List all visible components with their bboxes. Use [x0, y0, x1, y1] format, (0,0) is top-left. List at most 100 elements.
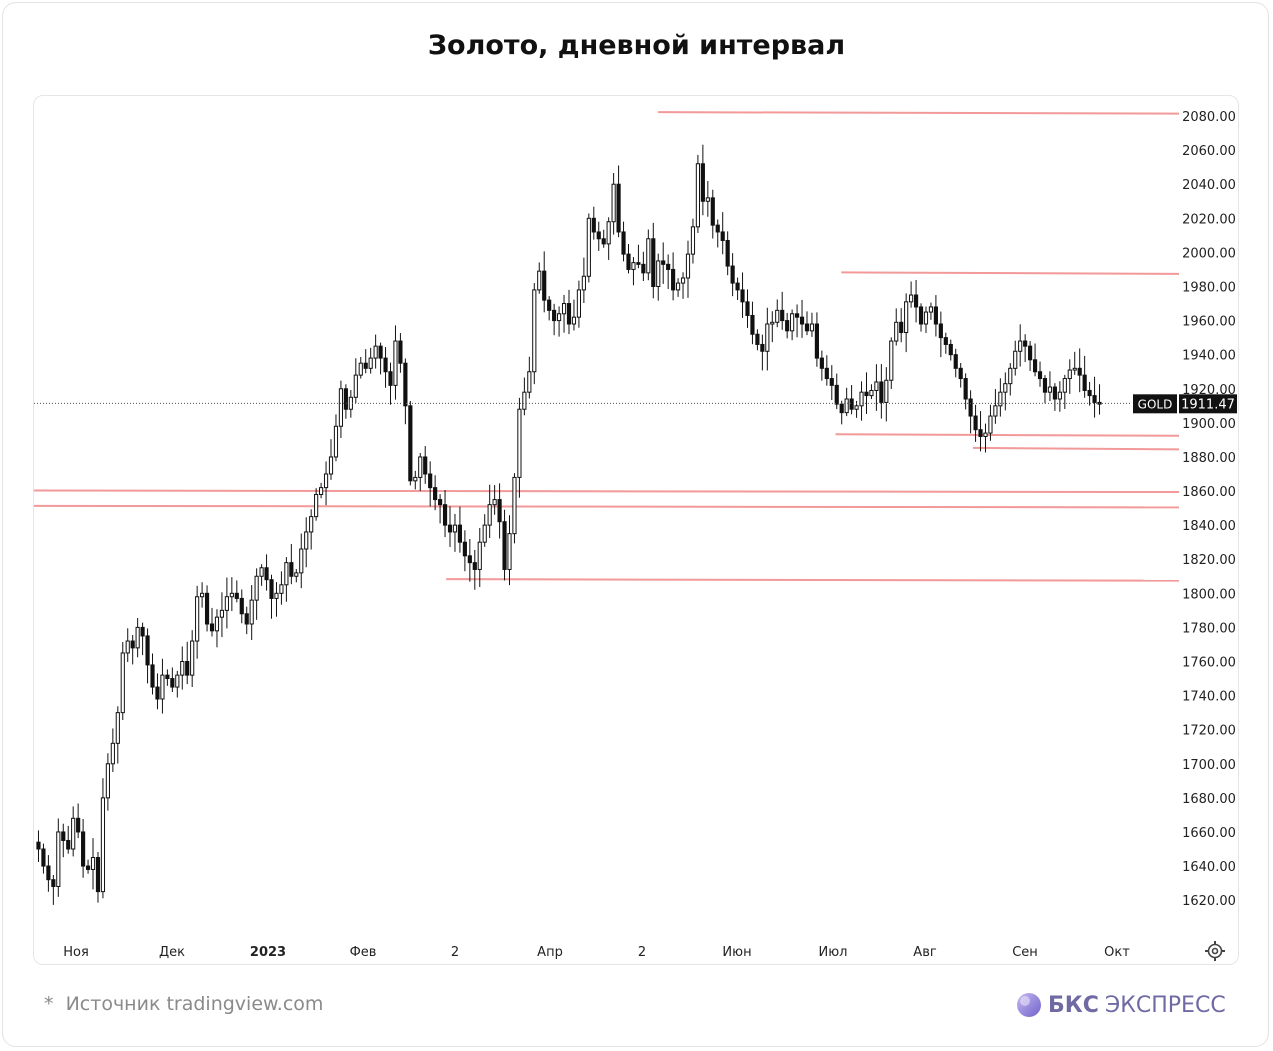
candle-body: [571, 316, 577, 325]
candle-body: [844, 398, 849, 414]
candle-body: [790, 313, 795, 332]
candle-body: [710, 197, 715, 226]
candle-body: [323, 473, 329, 489]
candle-body: [1008, 367, 1013, 385]
candle-body: [1077, 367, 1082, 376]
candle-body: [81, 831, 86, 867]
candle-body: [522, 391, 527, 410]
candle-body: [403, 362, 408, 407]
candle-body: [1018, 340, 1023, 352]
candle-body: [1052, 386, 1057, 400]
candle-body: [160, 674, 165, 700]
candle-body: [765, 323, 770, 352]
candle-body: [909, 294, 914, 303]
candle-body: [1057, 391, 1062, 400]
candle-body: [819, 357, 824, 369]
brand-logo: БКС ЭКСПРЕСС: [1016, 989, 1226, 1021]
candle-body: [799, 316, 805, 325]
candle-body: [988, 415, 993, 434]
y-tick-label: 1720.00: [1182, 724, 1236, 739]
candle-body: [234, 592, 239, 599]
bks-logo-icon: [1017, 993, 1041, 1017]
x-tick-label: 2: [451, 945, 459, 960]
y-tick-label: 1780.00: [1182, 621, 1236, 636]
candle-body: [770, 321, 775, 325]
y-tick-label: 1940.00: [1182, 349, 1236, 364]
y-tick-label: 1760.00: [1182, 656, 1236, 671]
level-line: [34, 504, 1180, 509]
candle-body: [978, 429, 983, 438]
candle-body: [229, 592, 234, 598]
candle-body: [715, 224, 720, 233]
candle-body: [596, 231, 601, 240]
candle-body: [195, 596, 200, 642]
x-tick-label: Окт: [1104, 945, 1130, 960]
level-line: [446, 578, 1180, 582]
candlestick-chart[interactable]: 1620.00 1640.00 1660.00 1680.00 1700.00 1720.…: [34, 96, 1239, 965]
candle-body: [1042, 378, 1048, 393]
candle-body: [809, 323, 815, 332]
candle-body: [899, 321, 904, 334]
candle-body: [180, 661, 185, 676]
y-tick-label: 1640.00: [1182, 860, 1236, 875]
candle-body: [259, 567, 264, 577]
candle-body: [185, 661, 190, 676]
candle-body: [606, 221, 611, 245]
candle-body: [968, 398, 973, 417]
candle-body: [224, 596, 229, 611]
candle-body: [943, 337, 948, 345]
candle-body: [383, 357, 388, 373]
candle-body: [110, 742, 115, 765]
symbol-tag-text: GOLD: [1138, 397, 1173, 411]
candle-body: [46, 865, 51, 881]
candle-body: [745, 301, 750, 316]
candle-body: [309, 516, 314, 533]
candle-body: [859, 391, 864, 407]
candle-body: [1037, 371, 1043, 380]
candle-body: [249, 599, 254, 625]
x-tick-label: Сен: [1012, 945, 1038, 960]
y-tick-label: 2040.00: [1182, 178, 1236, 193]
candle-body: [1067, 369, 1072, 380]
candle-body: [814, 323, 819, 359]
candle-body: [115, 712, 120, 744]
candle-body: [666, 263, 671, 270]
candle-body: [1047, 386, 1053, 393]
candle-body: [963, 378, 968, 400]
y-tick-label: 1800.00: [1182, 587, 1236, 602]
candle-body: [36, 841, 41, 850]
candle-body: [482, 524, 487, 543]
candle-body: [200, 592, 205, 598]
candle-body: [314, 493, 319, 518]
level-line: [841, 271, 1180, 275]
y-tick-label: 2000.00: [1182, 246, 1236, 261]
candle-body: [378, 345, 383, 359]
candle-body: [219, 609, 225, 618]
candle-body: [130, 640, 135, 649]
last-price-text: 1911.47: [1181, 397, 1235, 412]
level-line: [34, 489, 1180, 494]
candle-body: [487, 504, 492, 526]
candle-body: [993, 405, 998, 417]
candle-body: [671, 268, 676, 291]
settings-gear-icon[interactable]: [1204, 940, 1226, 962]
candle-body: [794, 313, 800, 318]
candle-body: [685, 253, 691, 279]
candle-body: [1003, 383, 1008, 393]
y-tick-label: 1620.00: [1182, 894, 1236, 909]
candle-body: [492, 499, 497, 506]
candle-body: [591, 217, 596, 233]
candle-body: [66, 839, 71, 850]
candle-body: [874, 381, 879, 391]
candle-body: [51, 879, 56, 888]
candle-body: [363, 362, 368, 369]
candle-body: [61, 831, 66, 841]
candle-body: [1082, 374, 1087, 391]
candle-body: [775, 309, 780, 323]
candle-body: [373, 345, 378, 359]
y-tick-label: 1820.00: [1182, 553, 1236, 568]
candle-body: [442, 504, 448, 526]
candle-body: [864, 391, 869, 397]
x-tick-label: Июл: [819, 945, 848, 960]
candle-body: [735, 282, 740, 291]
